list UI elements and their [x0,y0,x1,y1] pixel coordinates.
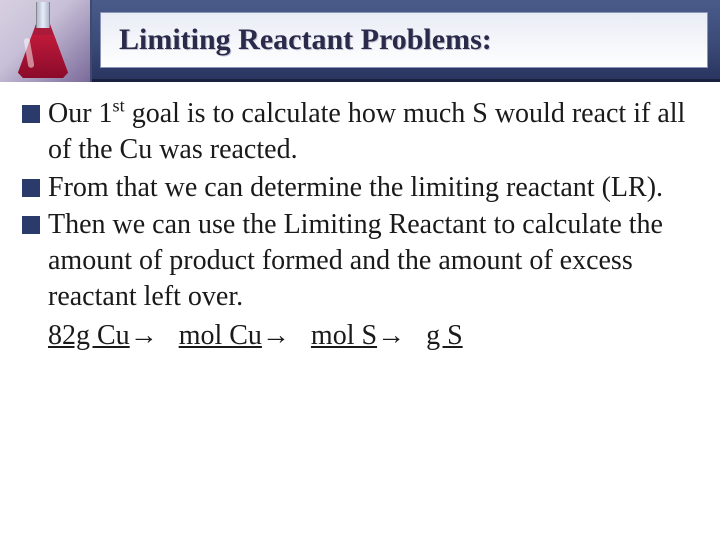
content-area: Our 1st goal is to calculate how much S … [22,96,692,354]
arrow-icon: → [262,319,290,350]
bullet-text-1: Our 1st goal is to calculate how much S … [48,96,692,168]
conv-step-4: g S [426,320,463,351]
bullet-1-pre: Our 1 [48,98,113,129]
bullet-square-icon [22,105,40,123]
conversion-chain: 82g Cu→ mol Cu→ mol S→ g S [48,317,692,354]
bullet-2-pre: From that we can determine the limiting … [48,172,663,203]
bullet-item-1: Our 1st goal is to calculate how much S … [22,96,692,168]
bullet-square-icon [22,179,40,197]
conv-step-2: mol Cu [179,320,262,351]
arrow-icon: → [130,319,158,350]
title-container: Limiting Reactant Problems: [100,12,708,68]
bullet-text-2: From that we can determine the limiting … [48,170,663,206]
bullet-1-post: goal is to calculate how much S would re… [48,98,685,165]
bullet-item-2: From that we can determine the limiting … [22,170,692,206]
conv-step-3: mol S [311,320,377,351]
bullet-square-icon [22,216,40,234]
flask-neck [36,2,50,28]
slide-root: Limiting Reactant Problems: Our 1st goal… [0,0,720,540]
slide-title: Limiting Reactant Problems: [119,23,492,57]
arrow-icon: → [377,319,405,350]
bullet-text-3: Then we can use the Limiting Reactant to… [48,207,692,314]
bullet-item-3: Then we can use the Limiting Reactant to… [22,207,692,314]
flask-icon [18,2,68,80]
header-bar: Limiting Reactant Problems: [0,0,720,82]
bullet-1-sup: st [113,96,125,116]
flask-image-box [0,0,92,82]
conv-step-1: 82g Cu [48,320,130,351]
bullet-3-pre: Then we can use the Limiting Reactant to… [48,209,663,312]
